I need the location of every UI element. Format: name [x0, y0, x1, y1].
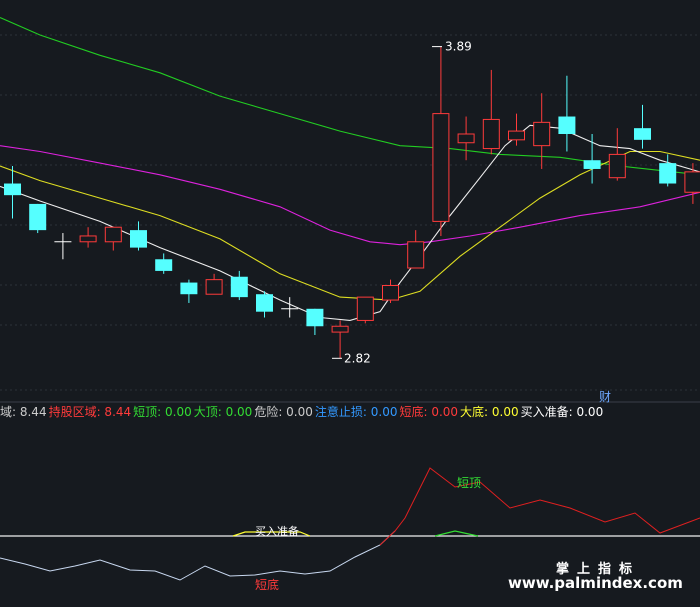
- moving-average-lines: [0, 16, 700, 321]
- candle-body: [306, 308, 324, 327]
- candle-body: [634, 128, 651, 140]
- candle-body: [4, 183, 21, 196]
- candle: [558, 75, 576, 152]
- candle: [54, 233, 72, 260]
- candle-body: [205, 279, 223, 295]
- candle: [79, 227, 97, 248]
- indicator-value: 域: 8.44: [0, 405, 47, 419]
- indicator-subchart: [0, 467, 700, 581]
- ma-line: [0, 124, 700, 321]
- candle: [306, 308, 324, 335]
- indicator-value: 短顶: 0.00: [133, 405, 192, 419]
- candle-body: [684, 171, 700, 193]
- candle: [533, 93, 551, 169]
- candle: [256, 291, 273, 318]
- candle: [356, 296, 374, 324]
- candle-body: [608, 153, 626, 179]
- candle: [634, 104, 651, 149]
- candle: [155, 253, 173, 274]
- candle: [281, 297, 299, 318]
- candle-body: [432, 113, 450, 222]
- marker-label: 财: [599, 390, 612, 404]
- watermark-title: 掌上指标: [556, 562, 641, 577]
- indicator-value-bar: 域: 8.44 持股区域: 8.44 短顶: 0.00 大顶: 0.00 危险: 0.0…: [0, 403, 700, 421]
- watermark-url: www.palmindex.com: [508, 574, 683, 592]
- candle-body: [482, 118, 500, 150]
- candle: [432, 46, 450, 236]
- ma-line: [0, 145, 700, 246]
- candle: [205, 273, 223, 295]
- candle: [583, 134, 601, 184]
- candle-body: [457, 133, 475, 144]
- high-price-label: 3.89: [445, 40, 472, 54]
- indicator-value: 危险: 0.00: [254, 405, 313, 419]
- candle: [482, 69, 500, 155]
- candle: [382, 279, 399, 303]
- candle: [4, 166, 21, 219]
- candle: [29, 203, 47, 234]
- candlesticks: [4, 46, 700, 359]
- candle-body: [155, 259, 173, 271]
- buy-ready-marker: [232, 531, 311, 537]
- candle-body: [508, 130, 525, 141]
- price-gridlines: [0, 34, 700, 391]
- candle-body: [130, 230, 147, 248]
- short-top-marker: [434, 530, 479, 537]
- candle-body: [558, 116, 576, 134]
- candle: [508, 113, 525, 146]
- indicator-line-low: [0, 530, 396, 581]
- candle-body: [356, 296, 374, 321]
- indicator-value: 大顶: 0.00: [193, 405, 253, 419]
- candle-body: [659, 163, 677, 184]
- candle-body: [331, 325, 349, 333]
- candle-body: [533, 121, 551, 147]
- indicator-value: 大底: 0.00: [460, 405, 519, 419]
- candle: [104, 226, 122, 251]
- indicator-value: 买入准备: 0.00: [520, 405, 604, 419]
- candle: [407, 230, 425, 269]
- candle-body: [256, 294, 273, 312]
- candle-body: [180, 282, 198, 295]
- candle: [130, 221, 147, 251]
- candle: [180, 279, 198, 303]
- short-top-label: 短顶: [457, 476, 482, 490]
- candle-body: [104, 226, 122, 243]
- ma-line: [0, 16, 700, 176]
- candle-body: [29, 203, 47, 231]
- candle: [608, 128, 626, 181]
- candle-body: [407, 241, 425, 269]
- candle: [684, 163, 700, 204]
- low-price-label: 2.82: [344, 351, 371, 365]
- candle-body: [382, 284, 399, 301]
- candle: [331, 320, 349, 359]
- candle: [457, 116, 475, 161]
- buy-ready-label: 买入准备: [255, 525, 299, 538]
- indicator-value: 持股区域: 8.44: [48, 405, 132, 419]
- price-annotations: 3.89 2.82: [332, 40, 472, 365]
- candle-body: [79, 235, 97, 243]
- short-bottom-label: 短底: [255, 578, 280, 592]
- indicator-value: 短底: 0.00: [399, 405, 459, 419]
- candle: [659, 154, 677, 187]
- indicator-line-high: [379, 467, 700, 546]
- candle-body: [230, 276, 248, 298]
- ma-line: [0, 150, 700, 301]
- candle-body: [583, 160, 601, 169]
- indicator-value: 注意止损: 0.00: [314, 405, 398, 419]
- candle: [230, 270, 248, 301]
